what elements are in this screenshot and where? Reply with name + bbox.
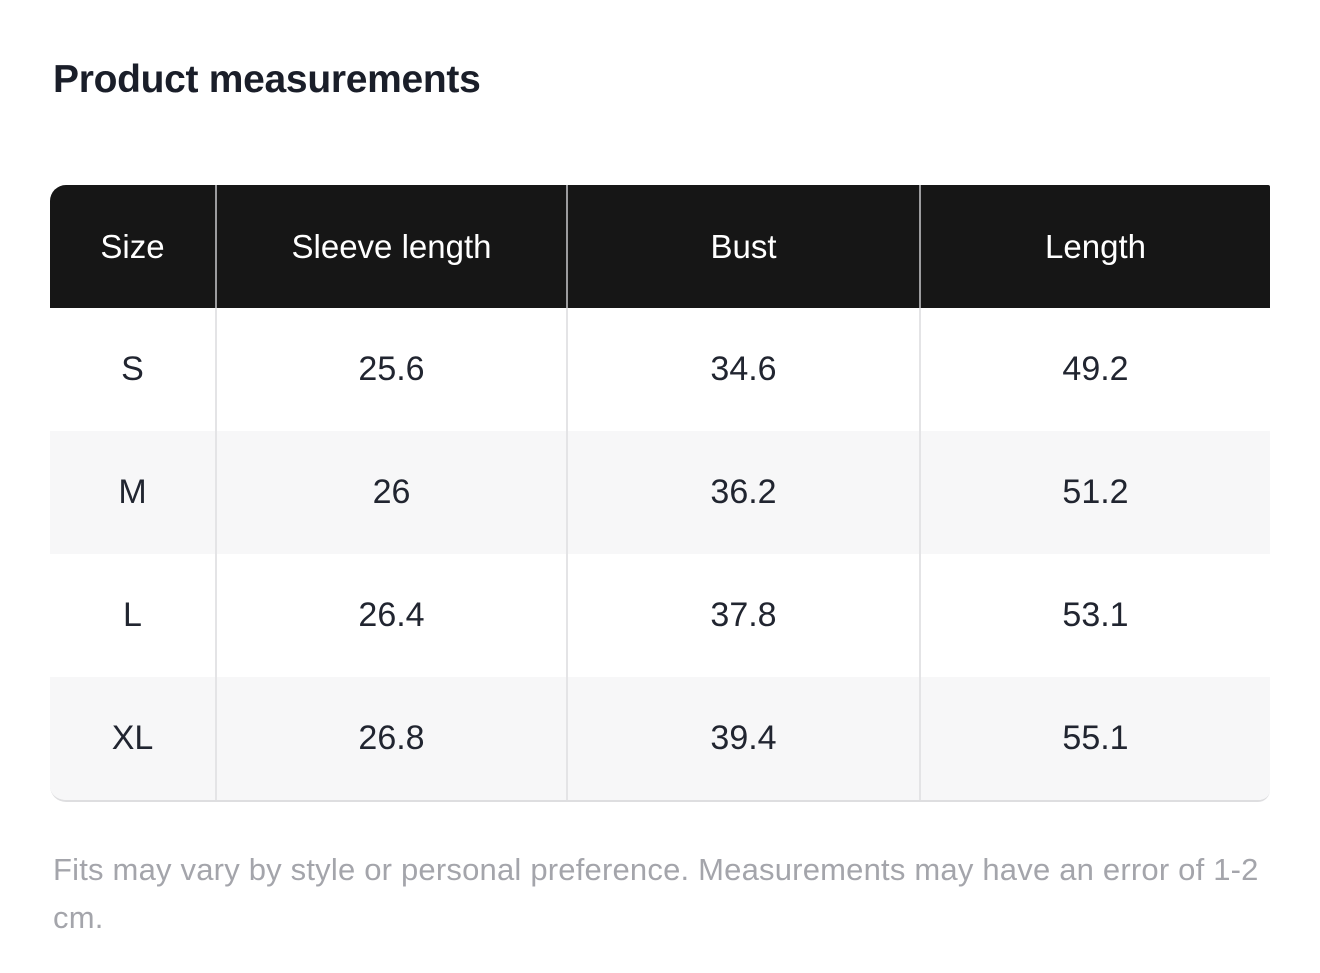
page-title: Product measurements	[53, 58, 481, 101]
length-cell: 55.1	[1062, 719, 1129, 757]
length-cell: 51.2	[1062, 473, 1129, 511]
bust-cell: 36.2	[568, 431, 921, 554]
table-row-l: L 26.4 37.8 53.1	[50, 554, 1270, 677]
header-cell-length: Length	[1045, 227, 1146, 265]
table-header-row: Size Sleeve length Bust Length	[50, 185, 1270, 308]
bust-cell: 39.4	[568, 677, 921, 800]
header-cell-size: Size	[50, 185, 217, 308]
measurements-table: Size Sleeve length Bust Length S 25.6 34…	[50, 185, 1270, 802]
measurements-disclaimer: Fits may vary by style or personal prefe…	[53, 852, 1259, 936]
length-cell: 49.2	[1062, 350, 1129, 388]
table-row-xl: XL 26.8 39.4 55.1	[50, 677, 1270, 800]
length-cell: 53.1	[1062, 596, 1129, 634]
bust-cell: 34.6	[568, 308, 921, 431]
header-cell-bust: Bust	[568, 185, 921, 308]
sleeve-length-cell: 26.4	[217, 554, 568, 677]
sleeve-length-cell: 25.6	[217, 308, 568, 431]
header-cell-sleeve-length: Sleeve length	[217, 185, 568, 308]
size-cell: XL	[50, 677, 217, 800]
size-cell: L	[50, 554, 217, 677]
size-cell: M	[50, 431, 217, 554]
size-cell: S	[50, 308, 217, 431]
table-row-m: M 26 36.2 51.2	[50, 431, 1270, 554]
sleeve-length-cell: 26.8	[217, 677, 568, 800]
table-row-s: S 25.6 34.6 49.2	[50, 308, 1270, 431]
sleeve-length-cell: 26	[217, 431, 568, 554]
bust-cell: 37.8	[568, 554, 921, 677]
